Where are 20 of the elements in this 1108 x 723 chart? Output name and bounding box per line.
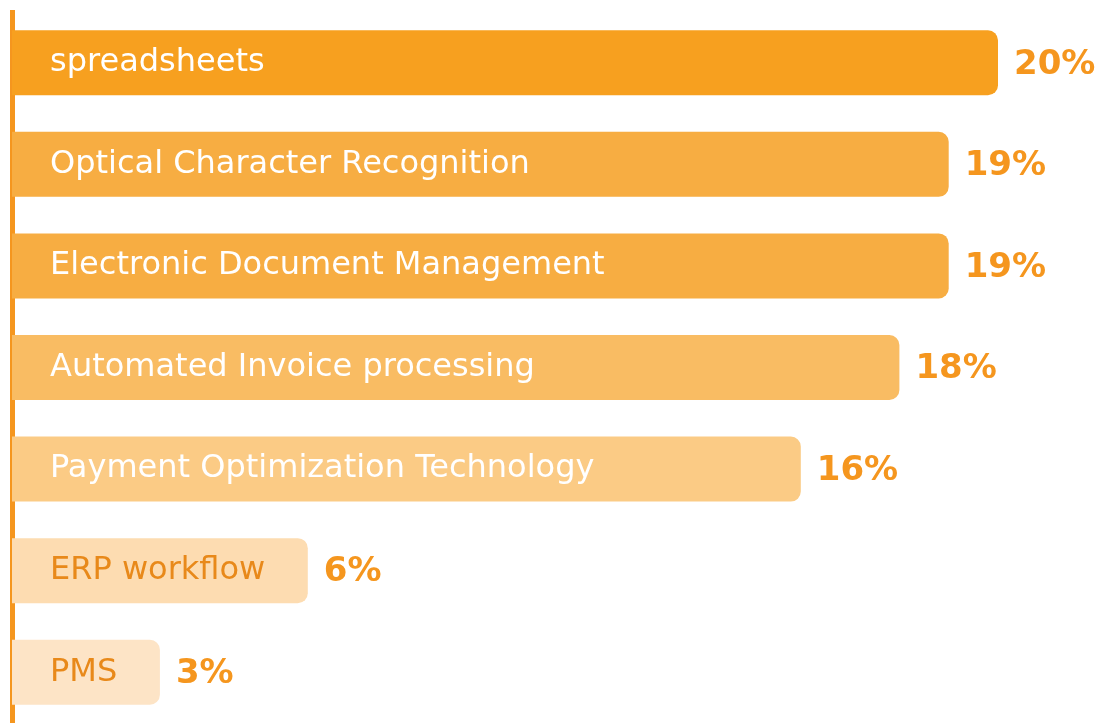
- data-label: 16%: [816, 447, 899, 488]
- y-tick-label: spreadsheets: [50, 41, 265, 80]
- data-label: 19%: [964, 143, 1047, 184]
- bar: [12, 436, 801, 502]
- y-tick-label: Optical Character Recognition: [50, 142, 530, 181]
- data-label: 3%: [175, 651, 234, 692]
- data-label: 18%: [915, 346, 997, 387]
- bar: [12, 233, 949, 299]
- bar: [12, 335, 900, 400]
- bar: [12, 538, 308, 604]
- y-tick-label: Payment Optimization Technology: [50, 447, 595, 486]
- y-tick-label: Automated Invoice processing: [50, 345, 535, 384]
- y-tick-label: ERP workflow: [50, 548, 266, 587]
- data-label: 20%: [1014, 41, 1096, 82]
- data-label: 19%: [964, 244, 1047, 285]
- data-label: 6%: [323, 549, 382, 590]
- y-tick-label: PMS: [50, 650, 118, 689]
- y-tick-label: Electronic Document Management: [50, 244, 605, 283]
- bar: [12, 131, 949, 197]
- bar: [12, 639, 160, 705]
